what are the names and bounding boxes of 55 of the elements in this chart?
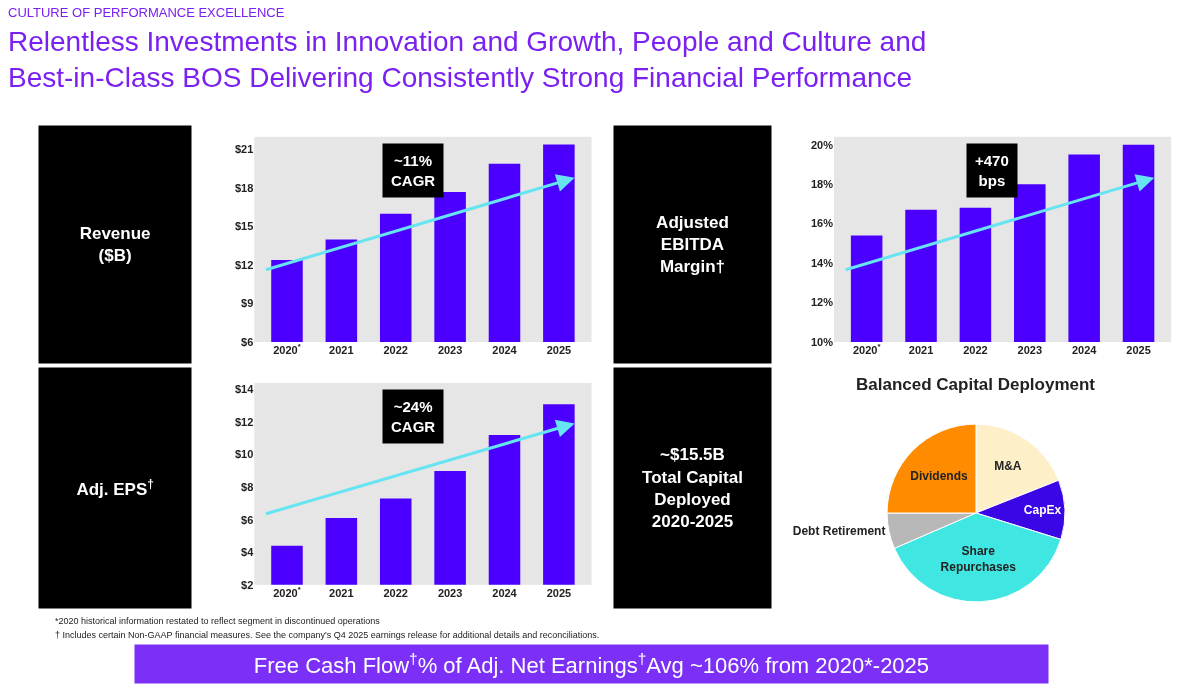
- x-tick-label: 2025: [546, 344, 572, 356]
- x-tick-label: 2023: [437, 344, 463, 356]
- slice-label: M&A: [994, 458, 1022, 473]
- y-tick-label: 16%: [810, 217, 834, 230]
- x-tick-label: 2024: [492, 586, 518, 599]
- x-tick-label: 2022: [963, 344, 988, 356]
- x-tick-label: 2020$^{*}$: [273, 585, 301, 599]
- x-tick-label: 2023: [1017, 344, 1043, 356]
- y-tick-label: $6: [241, 335, 254, 348]
- y-tick-label: $12: [234, 415, 254, 428]
- text: Free Cash Flow$^{†}$% of Adj. Net Earnings$^{†}$Avg ~106% from 2020*-2025: [253, 649, 930, 679]
- annotation: ~24% CAGR: [391, 398, 436, 435]
- text: Adj. EPS$^{†}$: [76, 476, 154, 500]
- y-tick-label: $9: [241, 297, 254, 310]
- text: *2020 historical information restated to reflect segment in discontinued operations: [55, 616, 381, 626]
- text: † Includes certain Non-GAAP financial measures. See the company's Q4 2025 earnings release for additional details and reconciliations.: [55, 630, 600, 640]
- y-tick-label: 14%: [810, 256, 834, 269]
- x-tick-label: 2022: [383, 344, 408, 356]
- x-tick-label: 2025: [1126, 344, 1151, 356]
- y-tick-label: 20%: [810, 138, 834, 151]
- y-tick-label: $18: [234, 181, 254, 194]
- x-tick-label: 2020$^{*}$: [273, 342, 301, 356]
- y-tick-label: $21: [234, 143, 254, 156]
- x-tick-label: 2022: [383, 586, 408, 599]
- text: Adjusted EBITDA Margin†: [656, 213, 729, 277]
- slice-label: Debt Retirement: [792, 524, 886, 539]
- x-tick-label: 2021: [329, 586, 354, 599]
- text: Relentless Investments in Innovation and Growth, People and Culture and Best-in-Class BOS Delivering Consistently Strong Financial Performance: [8, 26, 927, 94]
- annotation: ~11% CAGR: [391, 152, 436, 189]
- y-tick-label: $10: [234, 448, 254, 461]
- x-tick-label: 2025: [546, 586, 572, 599]
- y-tick-label: $6: [241, 513, 254, 526]
- x-tick-label: 2020$^{*}$: [852, 342, 881, 356]
- y-tick-label: 12%: [810, 296, 834, 309]
- y-tick-label: $4: [241, 546, 255, 559]
- x-tick-label: 2023: [437, 586, 463, 599]
- text: ~$15.5B Total Capital Deployed 2020-2025: [642, 445, 743, 531]
- slice-label: Dividends: [910, 469, 968, 484]
- x-tick-label: 2024: [492, 344, 518, 356]
- chart-title: Balanced Capital Deployment: [856, 375, 1096, 394]
- x-tick-label: 2021: [329, 344, 354, 356]
- annotation: +470 bps: [975, 152, 1009, 189]
- y-tick-label: $8: [241, 481, 254, 494]
- slice-label: Share Repurchases: [940, 544, 1017, 574]
- y-tick-label: 18%: [810, 178, 834, 190]
- slice-label: CapEx: [1023, 503, 1062, 518]
- y-tick-label: 10%: [810, 335, 834, 348]
- y-tick-label: $2: [241, 578, 254, 591]
- y-tick-label: $12: [234, 258, 254, 271]
- y-tick-label: $14: [234, 383, 255, 396]
- y-tick-label: $15: [234, 220, 254, 233]
- text: Revenue ($B): [79, 224, 151, 266]
- text: CULTURE OF PERFORMANCE EXCELLENCE: [8, 5, 285, 20]
- x-tick-label: 2021: [908, 344, 934, 356]
- x-tick-label: 2024: [1071, 344, 1098, 356]
